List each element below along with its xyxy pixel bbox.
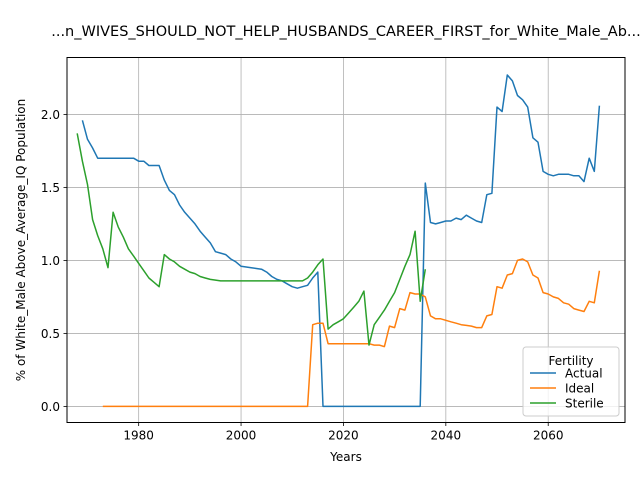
y-tick-label: 0.5 (41, 327, 60, 341)
legend-label-sterile: Sterile (565, 397, 604, 411)
y-tick-label: 0.0 (41, 400, 60, 414)
legend-title: Fertility (548, 354, 593, 368)
x-axis-label: Years (329, 450, 362, 464)
chart-title: ...n_WIVES_SHOULD_NOT_HELP_HUSBANDS_CARE… (51, 24, 640, 40)
y-tick-label: 1.5 (41, 181, 60, 195)
x-tick-label: 2000 (226, 429, 257, 443)
x-tick-label: 1980 (123, 429, 154, 443)
x-tick-label: 2020 (328, 429, 359, 443)
series-line-actual (81, 74, 601, 408)
y-axis-label: % of White_Male Above_Average_IQ Populat… (14, 99, 28, 382)
x-tick-label: 2040 (431, 429, 462, 443)
legend-label-actual: Actual (565, 367, 603, 381)
series-line-ideal (102, 258, 601, 408)
x-axis-ticks: 1980 2000 2020 2040 2060 (123, 422, 564, 443)
y-tick-label: 1.0 (41, 254, 60, 268)
series-line-sterile (76, 133, 427, 346)
y-axis-ticks: 0.0 0.5 1.0 1.5 2.0 (41, 108, 67, 414)
legend-box (522, 346, 620, 417)
plot-frame (66, 57, 626, 423)
y-tick-label: 2.0 (41, 108, 60, 122)
series-lines (76, 74, 601, 408)
legend-label-ideal: Ideal (565, 382, 594, 396)
x-tick-label: 2060 (533, 429, 564, 443)
